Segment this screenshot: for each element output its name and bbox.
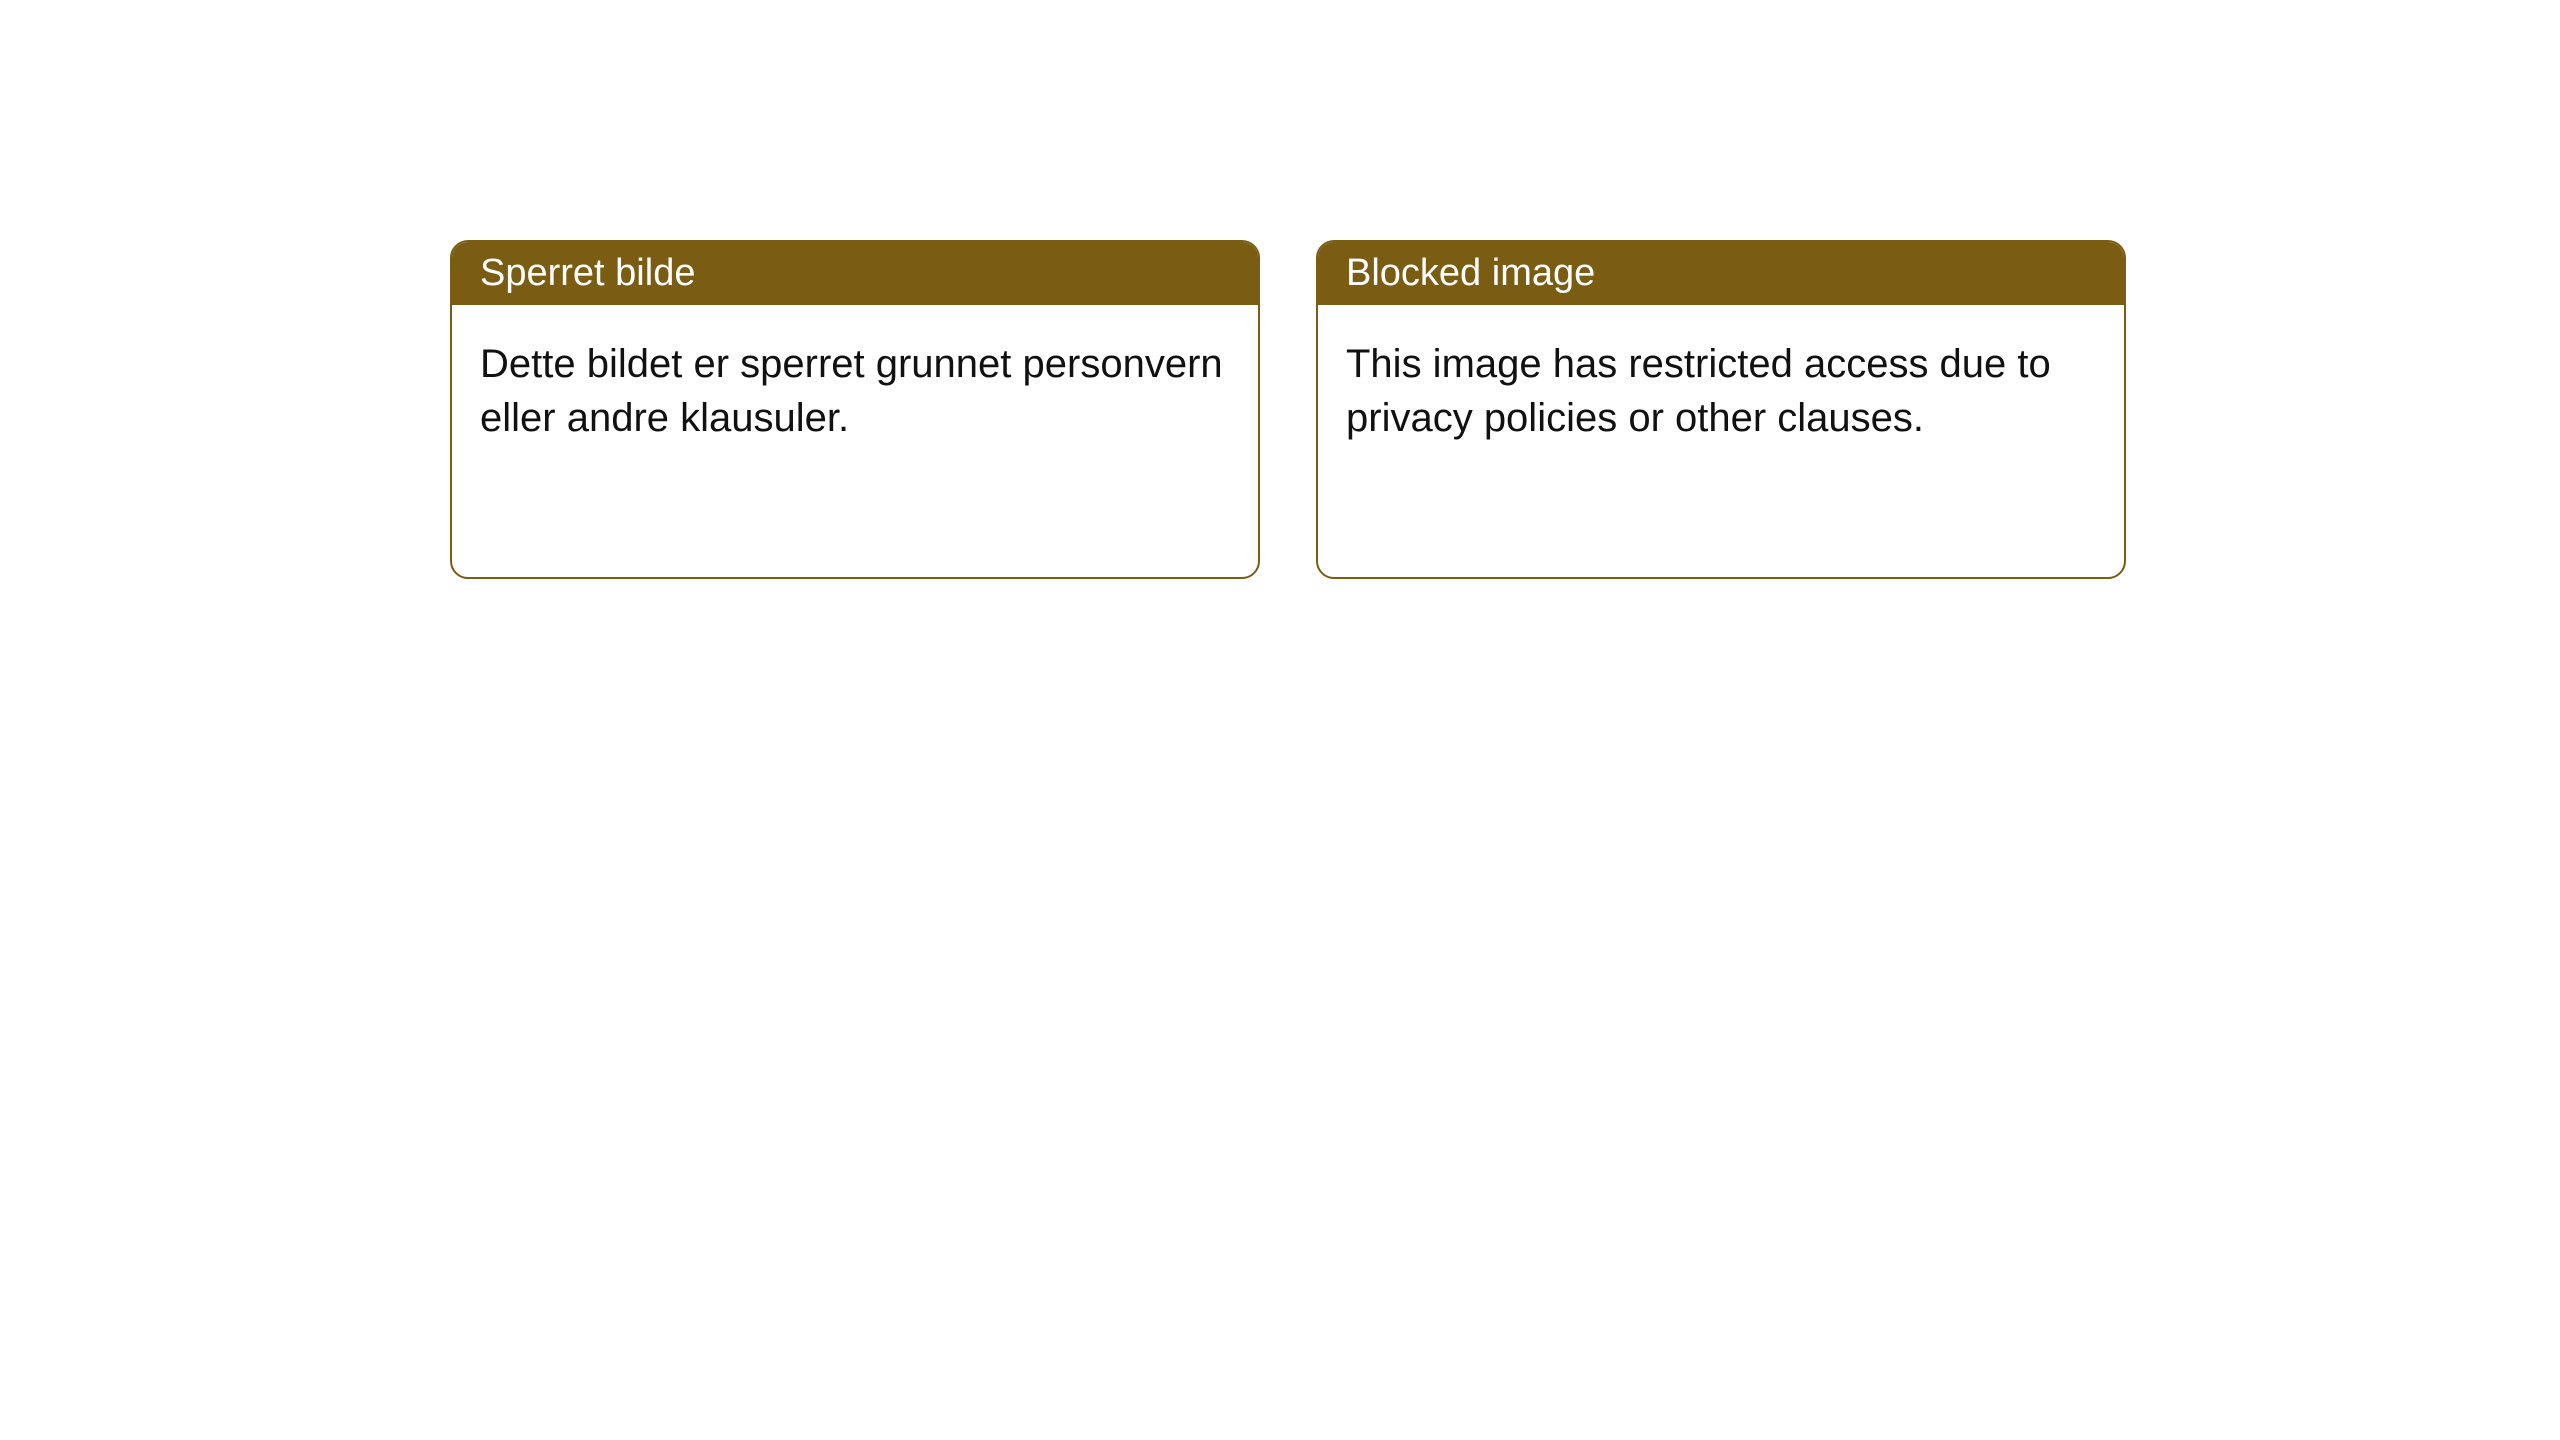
notice-card-body: This image has restricted access due to … xyxy=(1318,305,2124,577)
notice-card-header: Blocked image xyxy=(1318,242,2124,305)
notice-card-norwegian: Sperret bilde Dette bildet er sperret gr… xyxy=(450,240,1260,579)
notice-card-message: This image has restricted access due to … xyxy=(1346,342,2051,440)
notice-card-title: Sperret bilde xyxy=(480,252,695,294)
notice-card-body: Dette bildet er sperret grunnet personve… xyxy=(452,305,1258,577)
notice-card-message: Dette bildet er sperret grunnet personve… xyxy=(480,342,1223,440)
notice-container: Sperret bilde Dette bildet er sperret gr… xyxy=(0,0,2560,579)
notice-card-english: Blocked image This image has restricted … xyxy=(1316,240,2126,579)
notice-card-header: Sperret bilde xyxy=(452,242,1258,305)
notice-card-title: Blocked image xyxy=(1346,252,1595,294)
